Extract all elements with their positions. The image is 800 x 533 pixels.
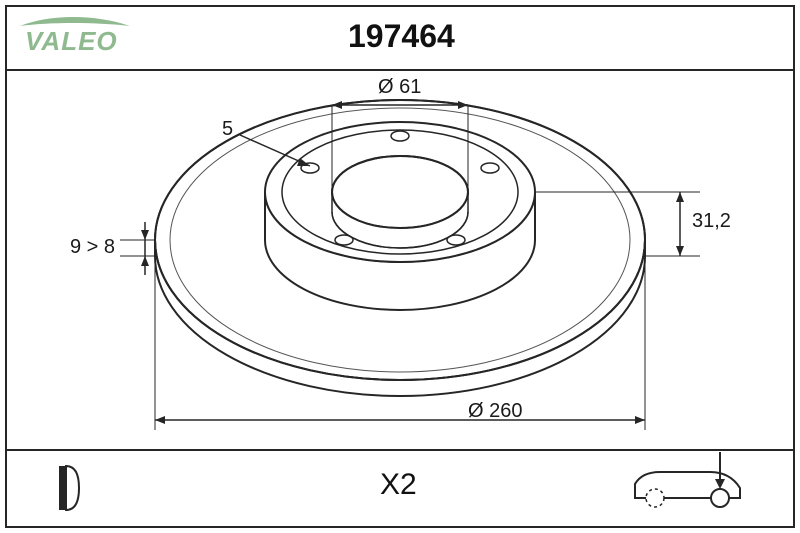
- vehicle-rear-icon: [635, 452, 740, 507]
- quantity-label: X2: [380, 468, 417, 502]
- dim-outer: Ø 260: [468, 400, 522, 423]
- dim-bore: Ø 61: [378, 76, 421, 99]
- brake-pad-icon: [59, 466, 79, 510]
- dim-bolts: 5: [222, 118, 233, 141]
- dim-offset: 31,2: [692, 210, 731, 233]
- diagram-canvas: VALEO 197464: [0, 0, 800, 533]
- dim-thickness: 9 > 8: [70, 236, 115, 259]
